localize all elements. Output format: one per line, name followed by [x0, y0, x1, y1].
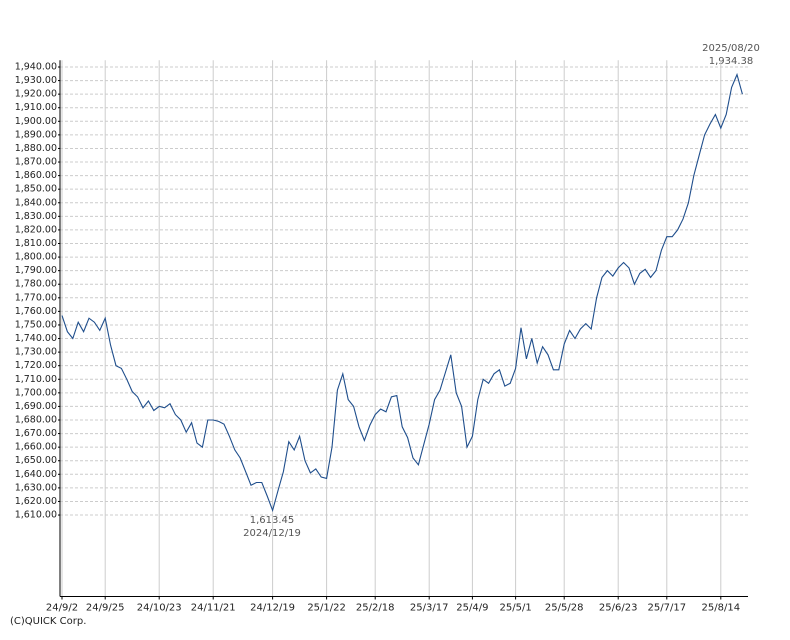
- x-tick-label: 25/5/28: [545, 603, 584, 614]
- y-tick-label: 1,910.00: [15, 102, 57, 113]
- y-tick-label: 1,810.00: [15, 238, 57, 249]
- min-date: 2024/12/19: [243, 528, 301, 539]
- y-tick-label: 1,850.00: [15, 184, 57, 195]
- x-tick-label: 25/8/14: [702, 603, 741, 614]
- x-tick-label: 25/5/1: [500, 603, 532, 614]
- y-tick-label: 1,700.00: [15, 387, 57, 398]
- min-value: 1,613.45: [250, 515, 295, 526]
- y-tick-label: 1,680.00: [15, 414, 57, 425]
- y-tick-label: 1,730.00: [15, 347, 57, 358]
- x-tick-label: 25/4/9: [456, 603, 488, 614]
- y-tick-label: 1,930.00: [15, 75, 57, 86]
- x-tick-label: 25/3/17: [410, 603, 449, 614]
- y-tick-label: 1,610.00: [15, 510, 57, 521]
- y-tick-label: 1,660.00: [15, 442, 57, 453]
- y-tick-label: 1,770.00: [15, 292, 57, 303]
- y-tick-label: 1,820.00: [15, 224, 57, 235]
- y-tick-label: 1,940.00: [15, 61, 57, 72]
- y-tick-label: 1,790.00: [15, 265, 57, 276]
- x-tick-label: 24/11/21: [191, 603, 236, 614]
- y-tick-label: 1,720.00: [15, 360, 57, 371]
- y-tick-label: 1,640.00: [15, 469, 57, 480]
- x-tick-label: 25/7/17: [648, 603, 687, 614]
- x-tick-label: 24/9/25: [86, 603, 125, 614]
- price-line: [61, 72, 743, 513]
- y-tick-label: 1,780.00: [15, 279, 57, 290]
- y-tick-label: 1,740.00: [15, 333, 57, 344]
- max-date: 2025/08/20: [702, 43, 760, 54]
- y-tick-label: 1,650.00: [15, 455, 57, 466]
- y-tick-label: 1,880.00: [15, 143, 57, 154]
- y-tick-label: 1,870.00: [15, 157, 57, 168]
- x-tick-label: 24/10/23: [137, 603, 182, 614]
- credit: (C)QUICK Corp.: [10, 616, 86, 627]
- x-tick-label: 25/1/22: [307, 603, 346, 614]
- y-tick-label: 1,750.00: [15, 319, 57, 330]
- y-tick-label: 1,920.00: [15, 89, 57, 100]
- y-tick-label: 1,620.00: [15, 496, 57, 507]
- y-tick-label: 1,630.00: [15, 482, 57, 493]
- y-tick-label: 1,860.00: [15, 170, 57, 181]
- y-tick-label: 1,710.00: [15, 374, 57, 385]
- x-tick-label: 25/6/23: [599, 603, 638, 614]
- y-tick-label: 1,800.00: [15, 252, 57, 263]
- y-tick-label: 1,840.00: [15, 197, 57, 208]
- y-tick-label: 1,830.00: [15, 211, 57, 222]
- x-tick-label: 25/2/18: [356, 603, 395, 614]
- max-value: 1,934.38: [709, 56, 754, 67]
- y-tick-label: 1,670.00: [15, 428, 57, 439]
- x-tick-label: 24/12/19: [250, 603, 295, 614]
- y-tick-label: 1,760.00: [15, 306, 57, 317]
- y-tick-label: 1,690.00: [15, 401, 57, 412]
- y-tick-label: 1,890.00: [15, 129, 57, 140]
- x-tick-label: 24/9/2: [46, 603, 78, 614]
- y-tick-label: 1,900.00: [15, 116, 57, 127]
